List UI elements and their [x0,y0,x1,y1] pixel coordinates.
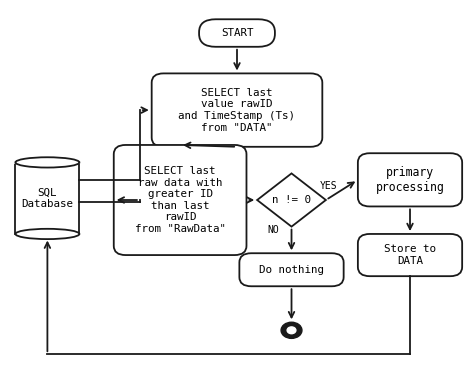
Text: YES: YES [319,181,337,191]
Circle shape [281,322,302,338]
FancyBboxPatch shape [358,234,462,276]
Text: n != 0: n != 0 [272,195,311,205]
FancyBboxPatch shape [199,19,275,47]
FancyBboxPatch shape [239,253,344,286]
Text: SELECT last
raw data with
greater ID
than last
rawID
from "RawData": SELECT last raw data with greater ID tha… [135,166,226,234]
Text: Store to
DATA: Store to DATA [384,244,436,266]
Ellipse shape [15,229,80,239]
FancyBboxPatch shape [358,153,462,206]
Text: SQL
Database: SQL Database [21,188,73,209]
Text: NO: NO [268,225,279,235]
Text: primary
processing: primary processing [375,166,445,194]
FancyBboxPatch shape [152,73,322,147]
Ellipse shape [15,157,80,167]
FancyBboxPatch shape [114,145,246,255]
Text: SELECT last
value rawID
and TimeStamp (Ts)
from "DATA": SELECT last value rawID and TimeStamp (T… [179,88,295,132]
Text: START: START [221,28,253,38]
Text: Do nothing: Do nothing [259,265,324,275]
Circle shape [287,327,296,334]
Bar [15,162,80,234]
Polygon shape [257,174,326,226]
